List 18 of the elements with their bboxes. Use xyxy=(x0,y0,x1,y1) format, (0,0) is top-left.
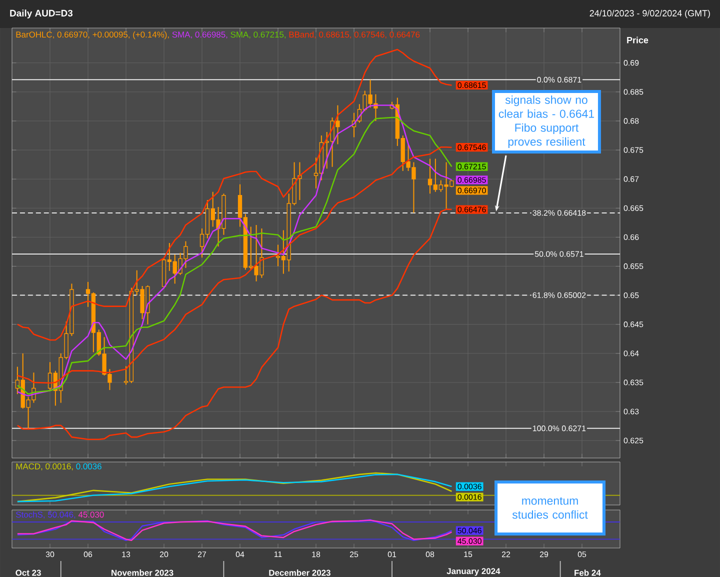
chart-title: Daily AUD=D3 xyxy=(10,9,73,18)
x2-tick-label: January 2024 xyxy=(446,568,500,576)
text: SMA, 0.66985, xyxy=(172,31,228,38)
text: MACD, 0.0016, xyxy=(16,463,73,470)
x2-tick-label: Feb 24 xyxy=(574,569,601,576)
text: BBand, 0.68615, 0.67546, 0.66476 xyxy=(289,31,420,38)
annotation: signals show no clear bias - 0.6641 Fibo support proves resilient xyxy=(498,95,594,148)
x2-tick-label: November 2023 xyxy=(112,569,174,576)
x2-tick-label: December 2023 xyxy=(269,569,330,576)
x2-tick-label: Oct 23 xyxy=(16,570,41,576)
text: 24/10/2023 - 9/02/2024 (GMT) xyxy=(590,10,710,18)
text: BarOHLC, 0.66970, +0.00095, (+0.14%), xyxy=(16,31,169,40)
series-label: 45.030 xyxy=(78,511,104,518)
text: 0.0036 xyxy=(76,463,102,470)
text: SMA, 0.67215, xyxy=(230,31,286,38)
annotation: momentum studies conflict xyxy=(512,497,588,519)
series-label: StochS, 50.046, xyxy=(16,511,76,518)
y-axis-title: Price xyxy=(627,36,648,44)
